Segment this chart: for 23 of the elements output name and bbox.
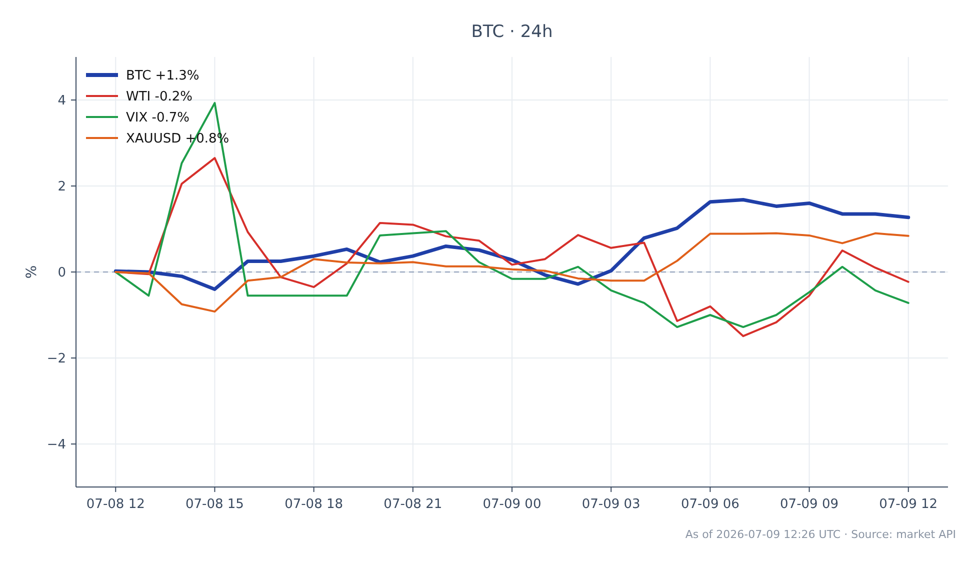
x-tick-label: 07-09 09 [780, 497, 838, 512]
y-tick-label: 0 [58, 266, 66, 280]
y-tick-label: −4 [46, 438, 66, 452]
y-axis-title: % [24, 265, 40, 279]
line-series [114, 102, 910, 328]
chart-title: BTC · 24h [471, 22, 553, 42]
x-tick-label: 07-09 12 [879, 497, 938, 512]
y-tick-label: 4 [58, 94, 66, 108]
x-tick-label: 07-08 21 [384, 497, 442, 512]
legend-label: BTC +1.3% [126, 68, 200, 84]
x-tick-label: 07-09 03 [582, 497, 640, 512]
y-tick-label: 2 [58, 180, 66, 194]
line-series [114, 232, 910, 313]
legend-label: VIX -0.7% [126, 110, 190, 126]
text: As of 2026-07-09 12:26 UTC · Source: market API [685, 528, 956, 541]
x-tick-label: 07-08 15 [186, 497, 244, 512]
x-tick-label: 07-09 00 [482, 497, 542, 512]
line-series [114, 198, 910, 291]
x-tick-label: 07-08 12 [86, 497, 145, 512]
x-tick-label: 07-08 18 [284, 497, 344, 512]
y-tick-label: −2 [46, 352, 66, 366]
x-tick-label: 07-09 06 [680, 497, 740, 512]
legend-label: WTI -0.2% [126, 90, 192, 104]
